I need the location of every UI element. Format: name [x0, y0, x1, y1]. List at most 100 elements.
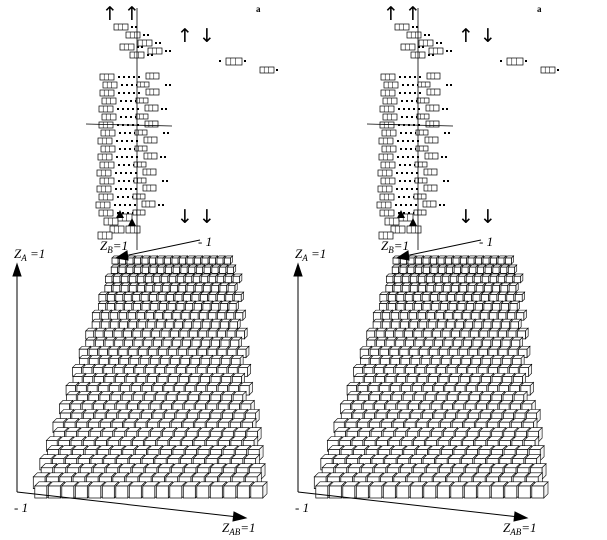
spin-dot — [404, 76, 406, 78]
lattice-cube-front — [505, 275, 513, 284]
horizontal-guide-line — [366, 123, 454, 127]
spin-dot — [118, 180, 120, 182]
spin-cylinder — [406, 31, 422, 39]
lattice-cube-front — [192, 275, 201, 284]
spin-dot — [165, 50, 167, 52]
lattice-cube-front — [449, 275, 458, 284]
spin-dot — [446, 108, 448, 110]
lattice-cube-front — [379, 294, 388, 302]
spin-dot — [410, 204, 412, 206]
spin-dot — [409, 180, 411, 182]
spin-dot — [444, 132, 446, 134]
lattice-cube-front — [422, 266, 430, 274]
lattice-cube-front — [141, 303, 150, 312]
spin-dot — [138, 76, 140, 78]
spin-dot — [125, 188, 127, 190]
spin-cylinder — [384, 217, 400, 226]
lattice-cube-front — [106, 294, 115, 302]
lattice-cube-front — [422, 303, 431, 312]
spin-dot — [128, 92, 130, 94]
spin-arrow-marker — [397, 210, 405, 218]
lattice-cube-front — [467, 257, 475, 265]
zb-axis-line — [404, 239, 482, 257]
spin-dot — [407, 140, 409, 142]
lattice-cube-front — [169, 485, 183, 499]
spin-dot — [116, 140, 118, 142]
lattice-cube-front — [433, 275, 442, 284]
spin-cylinder — [382, 97, 398, 105]
lattice-cube-front — [157, 294, 166, 302]
spin-dot — [121, 140, 123, 142]
lattice-cube-front — [430, 257, 437, 265]
spin-dot — [400, 148, 402, 150]
spin-cylinder — [141, 200, 156, 208]
spin-cylinder — [379, 209, 395, 217]
spin-dot — [119, 148, 121, 150]
spin-dot — [126, 156, 128, 158]
spin-dot — [409, 92, 411, 94]
lattice-cube-front — [168, 275, 177, 284]
zab-axis-label: ZAB=1 — [222, 520, 256, 537]
spin-cylinder — [424, 136, 439, 144]
lattice-cube-front — [489, 275, 498, 284]
lattice-cube-front — [106, 303, 115, 312]
spin-dot — [123, 92, 125, 94]
spin-dot — [151, 54, 153, 56]
spin-dot — [409, 164, 411, 166]
spin-cylinder — [540, 66, 556, 74]
lattice-cube-front — [413, 303, 422, 312]
spin-dot — [130, 172, 132, 174]
spin-cylinder — [145, 88, 160, 96]
lattice-cube-front — [404, 294, 413, 302]
lattice-cube-front — [88, 485, 102, 499]
lattice-cube-front — [209, 485, 223, 499]
spin-dot — [141, 46, 143, 48]
spin-cylinder — [134, 145, 148, 152]
spin-dot — [397, 140, 399, 142]
spin-dot — [396, 172, 398, 174]
spin-dot — [116, 156, 118, 158]
lattice-cube-front — [200, 275, 209, 284]
lattice-cube-front — [226, 266, 234, 274]
spin-dot — [446, 50, 448, 52]
za-axis-label: ZA =1 — [295, 246, 326, 263]
lattice-cube-front — [98, 294, 107, 302]
spin-cylinder — [134, 129, 148, 136]
lattice-cube-front — [223, 485, 237, 499]
spin-dot — [121, 84, 123, 86]
lattice-cube-front — [407, 257, 415, 265]
lattice-cube-front — [236, 485, 250, 499]
spin-dot — [128, 164, 130, 166]
spin-dot — [165, 108, 167, 110]
lattice-cube-front — [176, 275, 185, 284]
spin-dot — [164, 156, 166, 158]
spin-dot — [132, 108, 134, 110]
spin-dot — [410, 148, 412, 150]
lattice-cube-front — [196, 266, 203, 274]
lattice-cube-front — [47, 485, 61, 499]
lattice-cube-front — [459, 285, 467, 293]
spin-cylinder — [423, 184, 438, 192]
lattice-cube-front — [409, 485, 423, 499]
lattice-cube-front — [392, 257, 400, 265]
spin-dot — [432, 54, 434, 56]
lattice-cube-front — [208, 275, 217, 284]
lattice-cube-front — [101, 485, 115, 499]
spin-dot — [402, 84, 404, 86]
lattice-cube-front — [110, 266, 118, 274]
spin-dot — [123, 180, 125, 182]
zb-axis-line — [123, 239, 201, 257]
lattice-cube-front — [396, 294, 405, 302]
spin-cylinder — [406, 225, 422, 234]
spin-dot — [130, 100, 132, 102]
lattice-cube-front — [474, 303, 483, 312]
lattice-cube-front — [61, 485, 75, 499]
spin-cylinder — [142, 184, 157, 192]
spin-dot — [162, 180, 164, 182]
lattice-cube-front — [194, 285, 203, 293]
lattice-cube-front — [410, 285, 418, 293]
spin-dot — [414, 92, 416, 94]
lattice-cube-front — [418, 275, 426, 284]
spin-dot — [128, 76, 130, 78]
lattice-cube-front — [391, 266, 399, 274]
